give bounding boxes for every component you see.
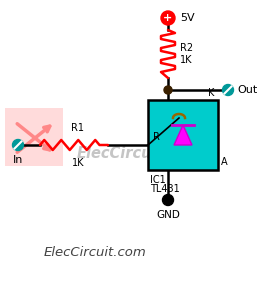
Text: A: A — [221, 157, 228, 167]
Bar — [148, 100, 218, 170]
Text: ElecCircuit.com: ElecCircuit.com — [44, 245, 146, 258]
Circle shape — [161, 11, 175, 25]
Circle shape — [162, 194, 174, 205]
Text: 1K: 1K — [72, 158, 84, 168]
Text: R1: R1 — [71, 123, 85, 133]
Text: 5V: 5V — [180, 13, 195, 23]
Text: TL431: TL431 — [150, 184, 180, 194]
Text: In: In — [13, 155, 23, 165]
Text: Out: Out — [237, 85, 257, 95]
Polygon shape — [174, 125, 192, 145]
Circle shape — [164, 86, 172, 94]
Text: R: R — [153, 132, 160, 142]
Text: GND: GND — [156, 210, 180, 220]
Circle shape — [13, 140, 24, 151]
Text: +: + — [163, 13, 173, 23]
Text: IC1: IC1 — [150, 175, 166, 185]
Text: ElecCircuit.com: ElecCircuit.com — [76, 145, 204, 160]
Bar — [5, 108, 63, 166]
Circle shape — [223, 85, 234, 95]
Text: K: K — [208, 88, 214, 98]
Text: R2: R2 — [180, 43, 193, 53]
Text: 1K: 1K — [180, 55, 193, 65]
